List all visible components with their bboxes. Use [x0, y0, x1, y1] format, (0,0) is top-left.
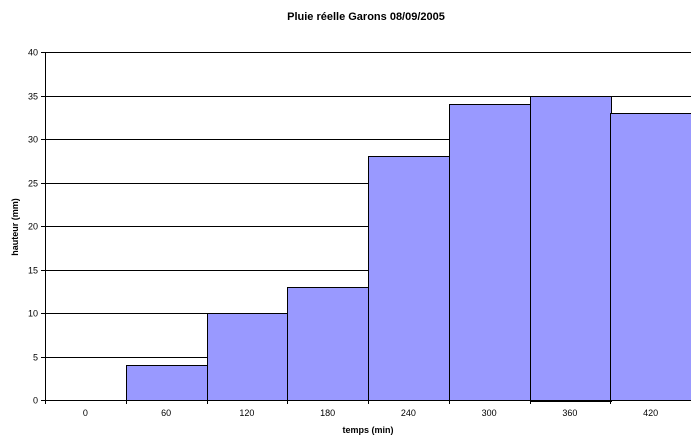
y-tick-label: 0 [33, 396, 38, 406]
bar [610, 113, 691, 401]
y-axis-label: hauteur (mm) [10, 198, 20, 256]
bar [126, 365, 208, 401]
y-tick-label: 15 [28, 266, 38, 276]
x-axis-label: temps (min) [342, 425, 393, 435]
x-tick-label: 60 [161, 408, 171, 418]
y-tick-label: 25 [28, 179, 38, 189]
y-tick-label: 20 [28, 222, 38, 232]
y-tick-labels: 0 5 10 15 20 25 30 35 40 [28, 48, 38, 406]
y-tick-label: 40 [28, 48, 38, 58]
bar [449, 104, 531, 401]
bar [368, 156, 450, 401]
x-tick-label: 180 [320, 408, 335, 418]
x-tick-label: 240 [401, 408, 416, 418]
x-tick-label: 0 [83, 408, 88, 418]
bars [126, 96, 691, 402]
chart-title: Pluie réelle Garons 08/09/2005 [287, 11, 445, 23]
x-tick-label: 300 [482, 408, 497, 418]
y-tick-label: 30 [28, 135, 38, 145]
y-tick-label: 5 [33, 353, 38, 363]
y-tick-label: 10 [28, 309, 38, 319]
bar [287, 287, 369, 401]
bar [530, 96, 612, 402]
x-tick-label: 420 [643, 408, 658, 418]
x-tick-label: 360 [562, 408, 577, 418]
x-tick-labels: 0 60 120 180 240 300 360 420 [83, 408, 658, 418]
x-tick-label: 120 [239, 408, 254, 418]
bar [207, 313, 289, 401]
y-tick-label: 35 [28, 92, 38, 102]
axes [41, 52, 691, 404]
